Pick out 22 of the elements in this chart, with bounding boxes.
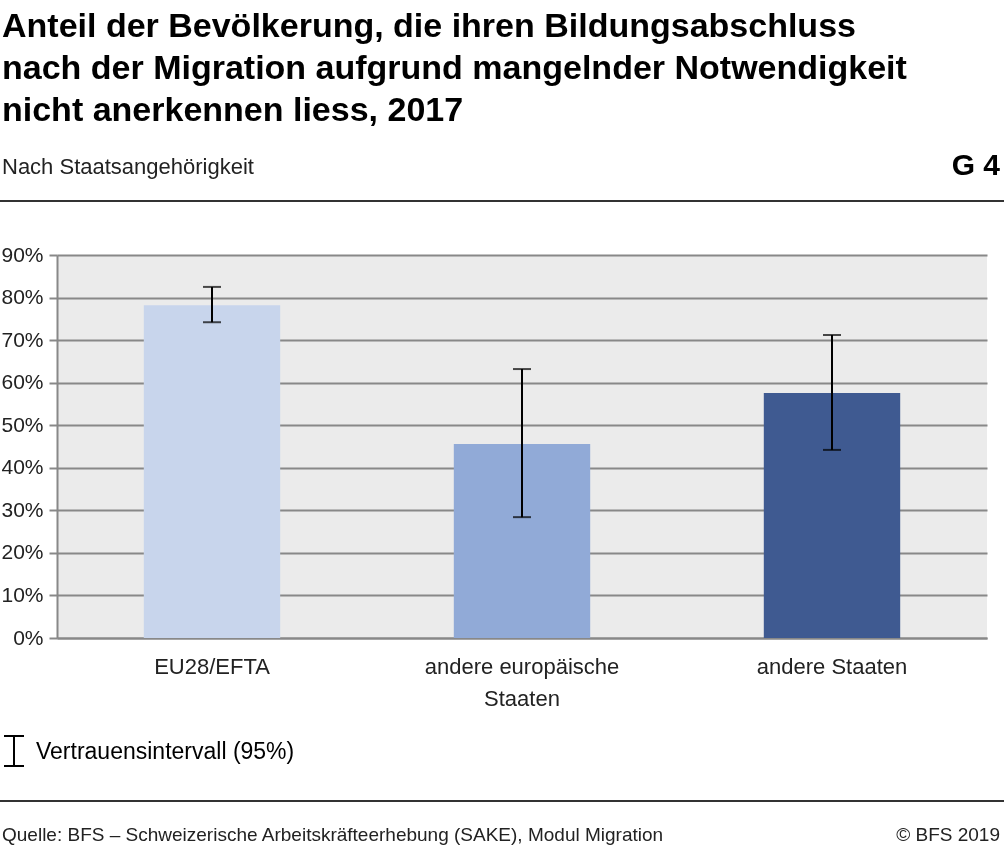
y-tick-label: 80%: [1, 285, 44, 309]
text: G 4: [951, 148, 1000, 182]
bar: [453, 443, 591, 638]
chart-title: Anteil der Bevölkerung, die ihren Bildungsabschluss nach der Migration aufgrund mangelnder Notwendigkeit nicht anerkennen liess, 2017: [2, 5, 908, 130]
y-tick-label: 70%: [1, 327, 44, 351]
x-tick-label: EU28/EFTA: [154, 653, 271, 679]
y-tick-label: 90%: [1, 242, 44, 266]
bar: [143, 305, 281, 638]
chart-subtitle: Nach Staatsangehörigkeit: [2, 154, 254, 180]
text: © BFS 2019: [896, 824, 1000, 846]
x-tick-label: andere Staaten: [756, 653, 908, 679]
y-tick-label: 10%: [1, 582, 44, 606]
y-tick-label: 30%: [1, 497, 44, 521]
y-tick-label: 50%: [1, 412, 44, 436]
y-tick-label: 40%: [1, 455, 44, 479]
y-tick-label: 0%: [13, 625, 44, 649]
text: Vertrauensintervall (95%): [36, 737, 295, 765]
x-tick-label: andere europäische Staaten: [424, 653, 620, 711]
y-tick-label: 60%: [1, 370, 44, 394]
y-tick-label: 20%: [1, 540, 44, 564]
bar: [763, 392, 901, 638]
source-note: Quelle: BFS – Schweizerische Arbeitskräfteerhebung (SAKE), Modul Migration: [2, 824, 664, 846]
